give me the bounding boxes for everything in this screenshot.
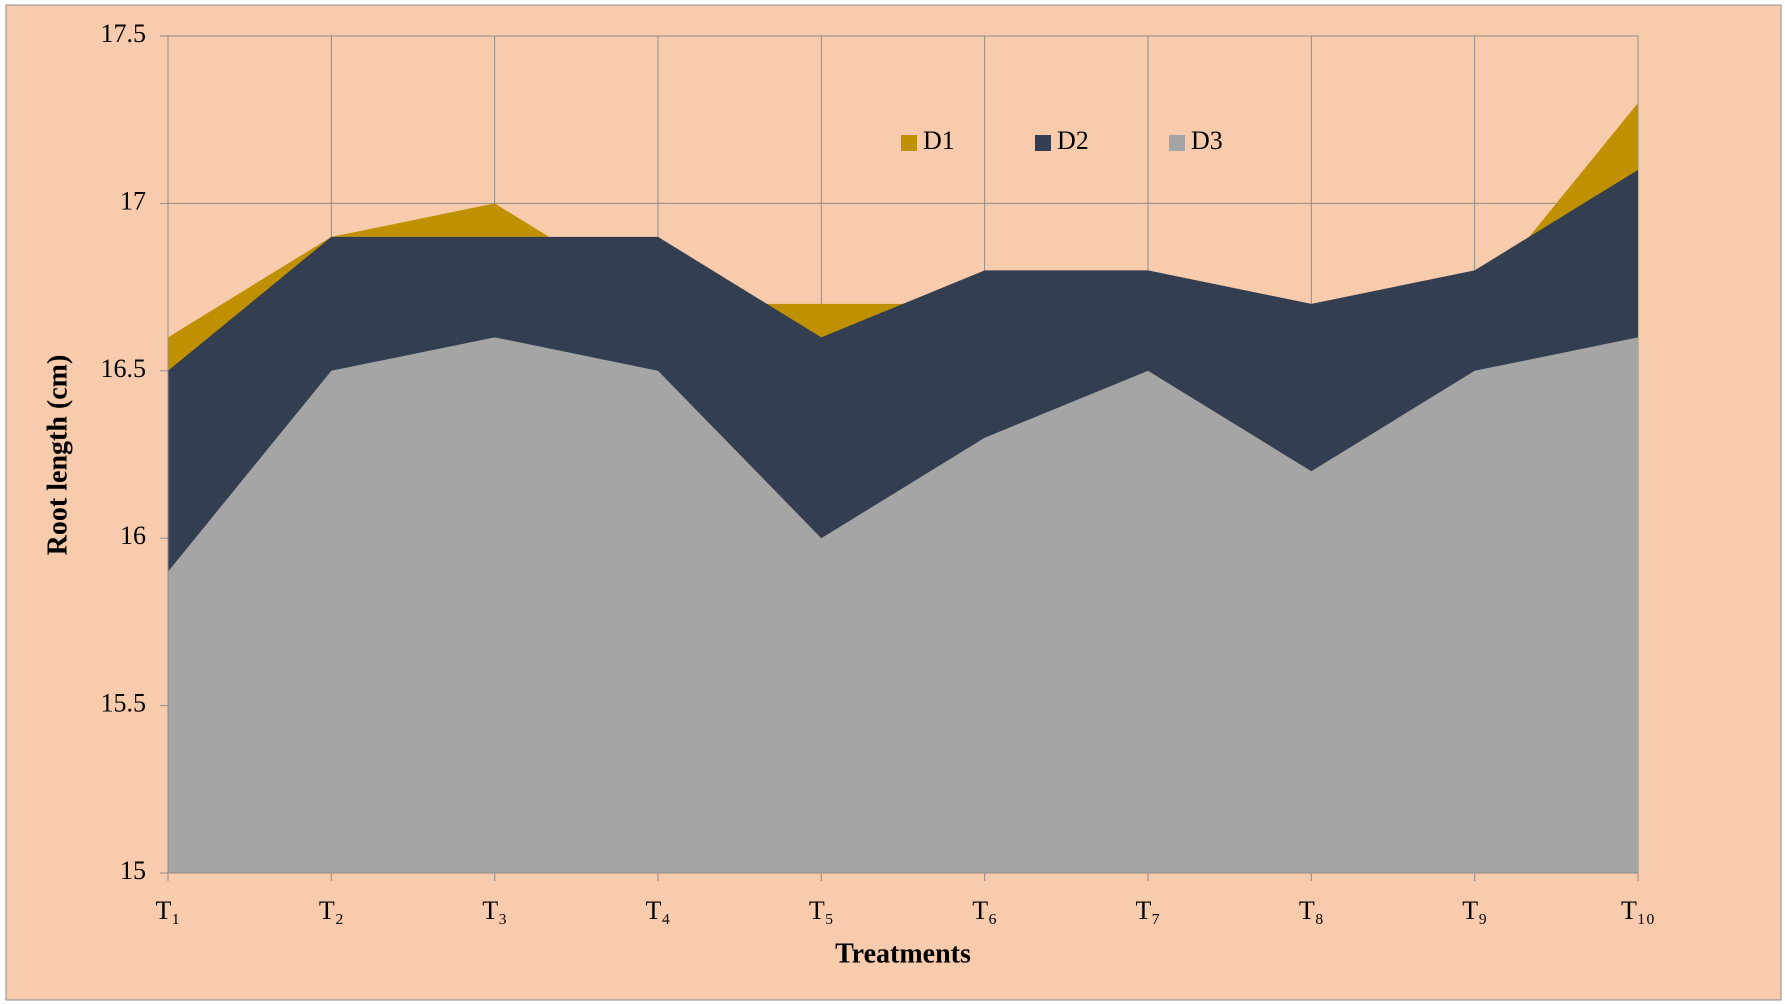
x-axis-title: Treatments [835, 938, 971, 969]
x-tick-label: T₈ [1299, 896, 1324, 925]
legend-swatch [901, 135, 917, 151]
x-tick-label: T₁₀ [1621, 896, 1655, 925]
x-tick-label: T₂ [319, 896, 344, 925]
legend-label: D3 [1191, 126, 1223, 155]
x-tick-label: T₁ [156, 896, 181, 925]
legend-swatch [1169, 135, 1185, 151]
x-tick-label: T₃ [482, 896, 507, 925]
y-tick-label: 16.5 [101, 354, 147, 383]
y-tick-label: 15.5 [101, 689, 147, 718]
legend-swatch [1035, 135, 1051, 151]
y-axis-title: Root length (cm) [42, 355, 73, 556]
x-tick-label: T₉ [1462, 896, 1487, 925]
x-tick-label: T₆ [972, 896, 997, 925]
y-tick-label: 15 [120, 856, 146, 885]
area [168, 337, 1638, 873]
y-tick-label: 17.5 [101, 19, 147, 48]
legend-label: D2 [1057, 126, 1089, 155]
x-tick-label: T₅ [809, 896, 834, 925]
y-tick-label: 16 [120, 521, 146, 550]
x-tick-label: T₄ [646, 896, 671, 925]
y-tick-label: 17 [120, 186, 146, 215]
legend-label: D1 [923, 126, 955, 155]
x-tick-label: T₇ [1136, 896, 1161, 925]
